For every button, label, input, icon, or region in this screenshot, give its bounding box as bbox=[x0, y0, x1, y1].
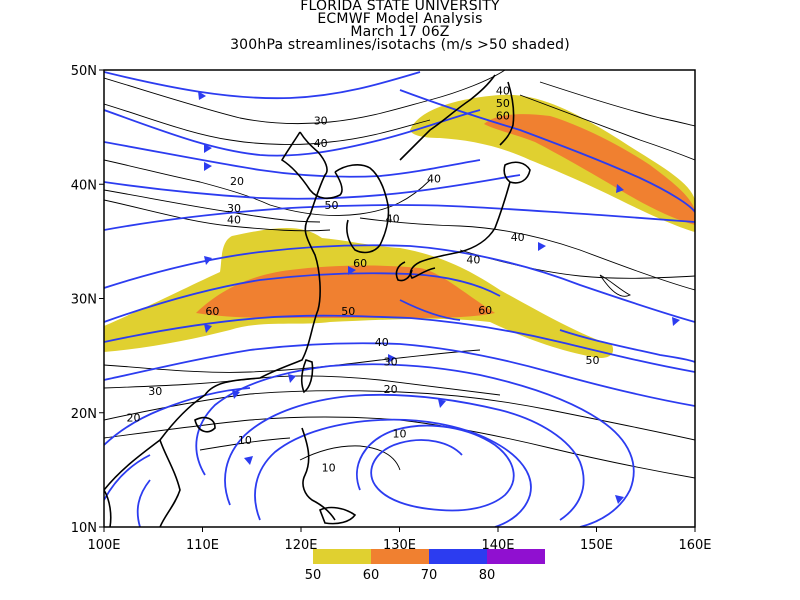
streamline-arrows bbox=[198, 91, 680, 504]
contour-label: 40 bbox=[496, 85, 510, 98]
coast-bohai bbox=[280, 131, 343, 200]
contour-label: 60 bbox=[205, 305, 219, 318]
coast-honshu bbox=[409, 181, 511, 279]
legend-swatch bbox=[487, 549, 545, 564]
legend-label: 60 bbox=[363, 568, 380, 583]
coastlines bbox=[104, 74, 531, 527]
coast-china-mainland bbox=[104, 131, 328, 491]
figure-titles: FLORIDA STATE UNIVERSITY ECMWF Model Ana… bbox=[0, 0, 800, 52]
legend-swatch bbox=[371, 549, 429, 564]
contour-label: 30 bbox=[148, 385, 162, 398]
contour-label: 40 bbox=[466, 254, 480, 267]
lon-tick-label: 150E bbox=[580, 538, 613, 553]
contour-label: 40 bbox=[427, 173, 441, 186]
map-plot-area bbox=[104, 70, 695, 527]
contour-label: 20 bbox=[127, 411, 141, 424]
color-legend: 50 60 70 80 bbox=[305, 549, 545, 583]
coast-russia-maritime bbox=[399, 74, 496, 161]
contour-label: 30 bbox=[314, 114, 328, 127]
lat-tick-label: 20N bbox=[71, 407, 97, 422]
title-date: March 17 06Z bbox=[350, 24, 450, 40]
contour-label: 30 bbox=[384, 355, 398, 368]
axis-ticks bbox=[99, 69, 696, 532]
contour-label: 60 bbox=[353, 257, 367, 270]
title-institution: FLORIDA STATE UNIVERSITY bbox=[300, 0, 500, 14]
legend-swatch bbox=[313, 549, 371, 564]
lon-tick-label: 160E bbox=[678, 538, 711, 553]
lon-tick-label: 100E bbox=[87, 538, 120, 553]
coast-sakhalin bbox=[499, 81, 515, 146]
contour-label: 10 bbox=[393, 427, 407, 440]
contour-label: 20 bbox=[384, 383, 398, 396]
lat-tick-label: 50N bbox=[71, 64, 97, 79]
lon-tick-label: 120E bbox=[284, 538, 317, 553]
coast-vietnam bbox=[159, 439, 181, 527]
contour-label: 40 bbox=[227, 214, 241, 227]
coast-kyushu bbox=[395, 261, 413, 282]
contour-label: 50 bbox=[341, 305, 355, 318]
lat-tick-label: 40N bbox=[71, 178, 97, 193]
coast-taiwan bbox=[301, 359, 314, 394]
contour-label: 60 bbox=[478, 304, 492, 317]
contour-label: 40 bbox=[375, 336, 389, 349]
legend-label: 50 bbox=[305, 568, 322, 583]
contour-label: 30 bbox=[227, 202, 241, 215]
lon-tick-label: 110E bbox=[186, 538, 219, 553]
lat-tick-label: 10N bbox=[71, 521, 97, 536]
title-field: 300hPa streamlines/isotachs (m/s >50 sha… bbox=[230, 37, 570, 53]
contour-label: 60 bbox=[496, 110, 510, 123]
coast-indochina-west bbox=[104, 489, 112, 527]
contour-label: 40 bbox=[386, 213, 400, 226]
coast-philippines-south bbox=[318, 506, 357, 525]
contour-label: 20 bbox=[230, 175, 244, 188]
contour-label: 50 bbox=[586, 354, 600, 367]
latitude-labels: 10N 20N 30N 40N 50N bbox=[71, 64, 97, 536]
coast-korea bbox=[334, 163, 390, 254]
contour-label: 50 bbox=[496, 97, 510, 110]
contour-label: 40 bbox=[314, 137, 328, 150]
contour-label: 50 bbox=[325, 199, 339, 212]
contour-label: 10 bbox=[238, 434, 252, 447]
title-model: ECMWF Model Analysis bbox=[317, 11, 483, 27]
coast-hokkaido bbox=[503, 161, 531, 184]
lat-tick-label: 30N bbox=[71, 293, 97, 308]
contour-label: 40 bbox=[511, 231, 525, 244]
legend-label: 80 bbox=[479, 568, 496, 583]
contour-label: 10 bbox=[322, 462, 336, 475]
legend-label: 70 bbox=[421, 568, 438, 583]
legend-swatch bbox=[429, 549, 487, 564]
coast-hainan bbox=[194, 416, 216, 433]
streamlines bbox=[104, 71, 695, 527]
